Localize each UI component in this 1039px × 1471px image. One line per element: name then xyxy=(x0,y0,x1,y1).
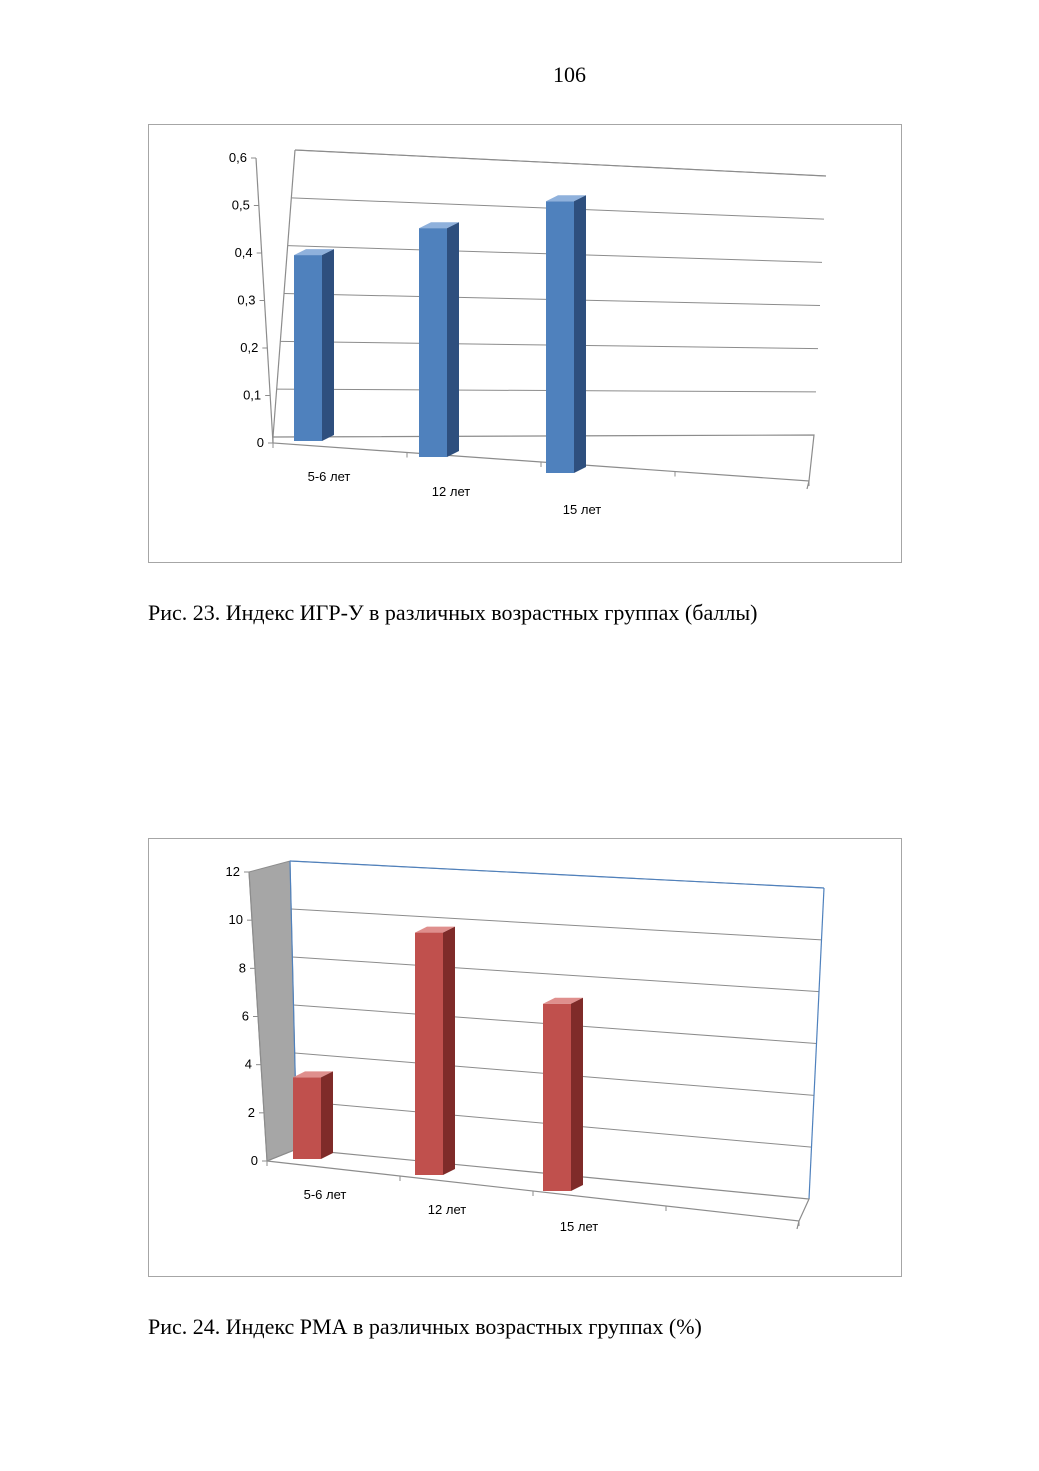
chart1-y-tick-label: 0,6 xyxy=(229,150,247,165)
chart1-y-tick-label: 0,3 xyxy=(237,293,255,308)
chart1-y-tick-label: 0 xyxy=(257,435,264,450)
chart2-bar-side xyxy=(571,997,583,1191)
chart2-x-label: 5-6 лет xyxy=(304,1187,347,1202)
chart2-floor xyxy=(266,1148,810,1222)
chart2-bar xyxy=(543,1003,571,1191)
chart1-bar xyxy=(419,228,447,457)
figure-caption-24: Рис. 24. Индекс РМА в различных возрастн… xyxy=(148,1314,702,1339)
chart-igr-u: 0 0,1 0,2 0,3 0,4 0,5 0,6 5-6 лет 12 лет 15 лет xyxy=(148,124,902,563)
chart1-bar-side xyxy=(574,195,586,474)
chart2-x-label: 15 лет xyxy=(560,1219,598,1234)
chart1-bar-side xyxy=(322,249,334,441)
chart2-bar xyxy=(293,1077,321,1159)
chart1-bar xyxy=(546,201,574,474)
chart2-bar-top xyxy=(415,926,455,933)
chart2-y-tick-label: 0 xyxy=(251,1153,258,1168)
chart1-bar-top xyxy=(294,249,334,256)
chart1-x-label: 5-6 лет xyxy=(308,469,351,484)
figure-caption-23: Рис. 23. Индекс ИГР-У в различных возрас… xyxy=(148,600,758,625)
chart1-y-tick-label: 0,1 xyxy=(243,388,261,403)
chart1-x-label: 12 лет xyxy=(432,484,470,499)
chart2-bar-top xyxy=(543,997,583,1004)
chart1-y-tick-label: 0,2 xyxy=(240,340,258,355)
chart2-back-top-edge xyxy=(289,860,825,889)
chart2-y-tick-label: 2 xyxy=(248,1105,255,1120)
chart2-y-tick-label: 10 xyxy=(229,912,243,927)
chart1-y-tick-label: 0,4 xyxy=(235,245,253,260)
chart-rma-svg: 0 2 4 6 8 10 12 5-6 лет 12 лет 15 лет xyxy=(226,860,825,1234)
chart2-x-label: 12 лет xyxy=(428,1202,466,1217)
chart2-bar-side xyxy=(443,926,455,1175)
chart2-side-wall xyxy=(248,860,298,1162)
chart2-y-tick-label: 12 xyxy=(226,864,240,879)
chart2-back-right-edge xyxy=(808,887,825,1200)
chart1-bar-top xyxy=(419,222,459,229)
chart2-y-tick-label: 4 xyxy=(245,1057,252,1072)
chart2-gridline xyxy=(292,956,820,993)
chart2-y-tick-label: 8 xyxy=(239,960,246,975)
chart1-floor xyxy=(272,434,815,482)
page-number: 106 xyxy=(553,62,586,87)
chart2-bar-side xyxy=(321,1071,333,1159)
chart1-bar xyxy=(294,255,322,441)
chart1-x-label: 15 лет xyxy=(563,502,601,517)
chart1-back-top-edge xyxy=(294,149,827,177)
chart2-gridline xyxy=(291,908,822,941)
chart1-back-left-edge xyxy=(272,149,296,438)
chart-rma: 0 2 4 6 8 10 12 5-6 лет 12 лет 15 лет xyxy=(148,838,902,1277)
chart2-bar xyxy=(415,932,443,1175)
chart1-bar-side xyxy=(447,222,459,457)
chart2-y-tick-label: 6 xyxy=(242,1009,249,1024)
chart-igr-u-svg: 0 0,1 0,2 0,3 0,4 0,5 0,6 5-6 лет 12 лет 15 лет xyxy=(229,149,827,517)
chart1-y-tick-label: 0,5 xyxy=(232,198,250,213)
chart1-bar-top xyxy=(546,195,586,202)
chart2-bar-top xyxy=(293,1071,333,1078)
